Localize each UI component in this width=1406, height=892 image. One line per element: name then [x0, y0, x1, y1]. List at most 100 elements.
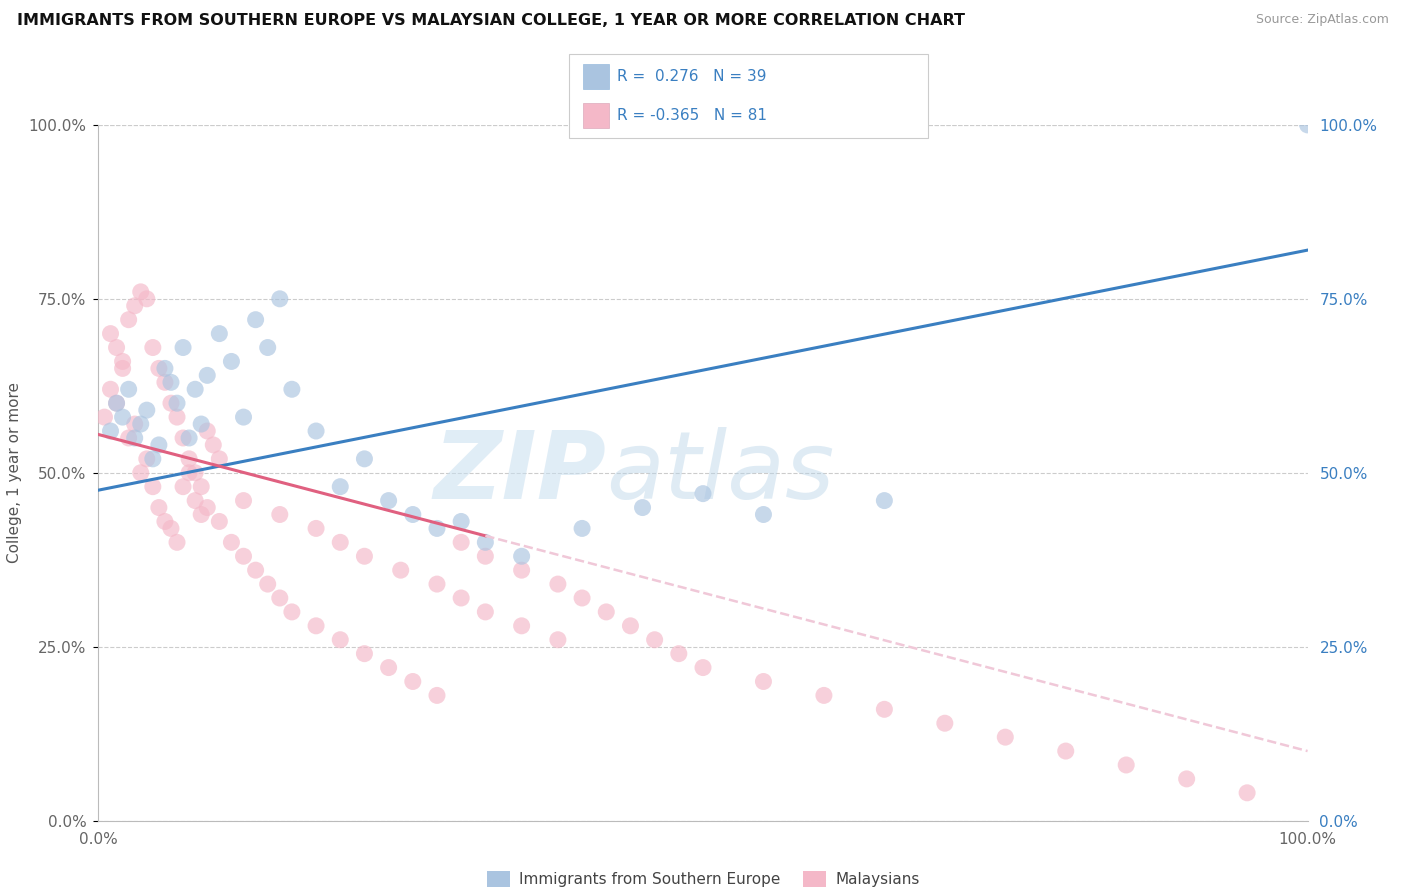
Point: [208, 326, 231, 341]
Point: [195, 368, 218, 383]
Point: [1115, 758, 1137, 772]
Point: [873, 702, 896, 716]
Point: [547, 632, 569, 647]
Point: [329, 480, 352, 494]
Point: [153, 361, 176, 376]
Point: [179, 451, 201, 466]
Point: [547, 577, 569, 591]
Point: [135, 451, 157, 466]
Point: [510, 549, 533, 564]
Point: [184, 493, 207, 508]
Text: IMMIGRANTS FROM SOUTHERN EUROPE VS MALAYSIAN COLLEGE, 1 YEAR OR MORE CORRELATION: IMMIGRANTS FROM SOUTHERN EUROPE VS MALAY…: [17, 13, 965, 29]
Point: [129, 417, 152, 431]
Point: [1175, 772, 1198, 786]
Point: [190, 508, 212, 522]
Point: [221, 354, 243, 368]
Text: R = -0.365   N = 81: R = -0.365 N = 81: [617, 108, 768, 122]
Point: [281, 382, 304, 396]
Point: [100, 382, 122, 396]
Point: [166, 535, 188, 549]
Point: [184, 382, 207, 396]
Point: [208, 515, 231, 529]
Y-axis label: College, 1 year or more: College, 1 year or more: [7, 383, 21, 563]
Point: [389, 563, 412, 577]
Point: [353, 647, 375, 661]
Point: [190, 417, 212, 431]
Point: [135, 292, 157, 306]
Point: [232, 410, 254, 425]
Point: [148, 361, 170, 376]
Point: [934, 716, 956, 731]
Point: [402, 508, 425, 522]
Point: [153, 515, 176, 529]
Point: [644, 632, 666, 647]
Point: [142, 341, 165, 355]
Point: [202, 438, 225, 452]
Point: [1236, 786, 1258, 800]
Point: [692, 660, 714, 674]
Point: [1054, 744, 1077, 758]
Point: [124, 299, 146, 313]
Legend: Immigrants from Southern Europe, Malaysians: Immigrants from Southern Europe, Malaysi…: [481, 865, 925, 892]
Point: [148, 500, 170, 515]
Point: [111, 361, 134, 376]
Point: [752, 674, 775, 689]
Point: [353, 451, 375, 466]
Point: [172, 431, 194, 445]
Point: [692, 486, 714, 500]
Text: atlas: atlas: [606, 427, 835, 518]
Point: [129, 285, 152, 299]
Point: [105, 341, 128, 355]
Point: [100, 424, 122, 438]
Point: [93, 410, 115, 425]
Point: [153, 376, 176, 390]
Point: [510, 619, 533, 633]
Point: [105, 396, 128, 410]
Point: [377, 660, 399, 674]
Point: [281, 605, 304, 619]
Point: [148, 438, 170, 452]
Point: [510, 563, 533, 577]
Point: [994, 730, 1017, 744]
Point: [631, 500, 654, 515]
Point: [426, 689, 449, 703]
Point: [402, 674, 425, 689]
Point: [245, 312, 267, 326]
Point: [571, 521, 593, 535]
Point: [873, 493, 896, 508]
Point: [329, 632, 352, 647]
Point: [195, 500, 218, 515]
Point: [1296, 118, 1319, 132]
Point: [329, 535, 352, 549]
Text: ZIP: ZIP: [433, 426, 606, 519]
Point: [232, 493, 254, 508]
Point: [474, 605, 496, 619]
Point: [450, 535, 472, 549]
Point: [118, 431, 141, 445]
Point: [160, 521, 183, 535]
Point: [595, 605, 617, 619]
Point: [118, 312, 141, 326]
Point: [179, 466, 201, 480]
Point: [450, 515, 472, 529]
Point: [269, 508, 291, 522]
Point: [190, 480, 212, 494]
Point: [124, 417, 146, 431]
Point: [232, 549, 254, 564]
Point: [160, 376, 183, 390]
Point: [305, 619, 328, 633]
Point: [245, 563, 267, 577]
Point: [305, 521, 328, 535]
Point: [142, 451, 165, 466]
Point: [353, 549, 375, 564]
Point: [474, 535, 496, 549]
Point: [172, 480, 194, 494]
Text: Source: ZipAtlas.com: Source: ZipAtlas.com: [1256, 13, 1389, 27]
Point: [142, 480, 165, 494]
Point: [172, 341, 194, 355]
Text: R =  0.276   N = 39: R = 0.276 N = 39: [617, 70, 766, 84]
Point: [208, 451, 231, 466]
Point: [668, 647, 690, 661]
Point: [166, 410, 188, 425]
Point: [256, 341, 278, 355]
